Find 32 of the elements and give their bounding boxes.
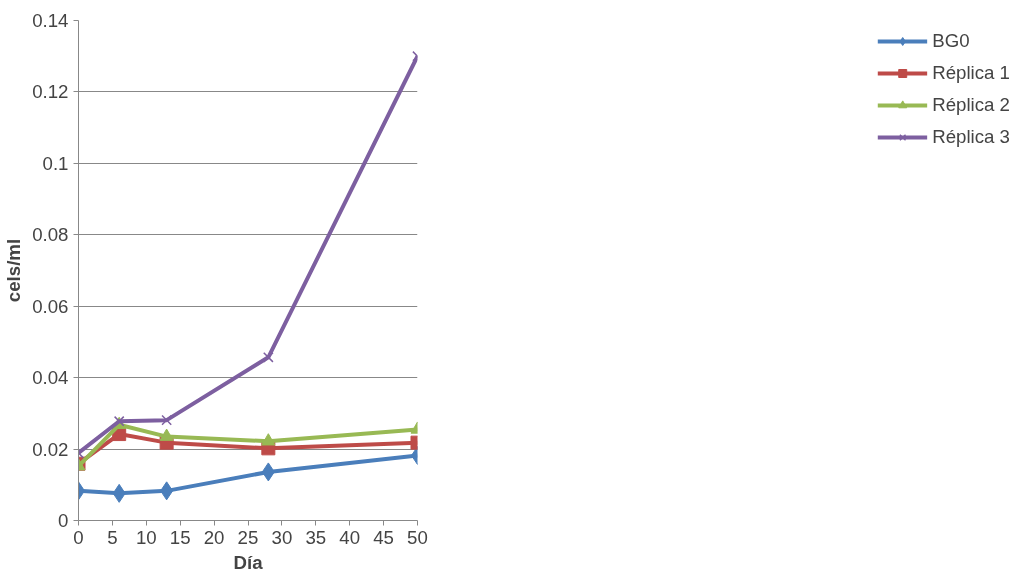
y-tick-label: 0.02: [32, 438, 69, 460]
y-axis-title: cels/ml: [3, 238, 25, 303]
x-tick-label: 10: [135, 526, 157, 548]
x-axis-title: Día: [233, 551, 264, 573]
x-tick-label: 45: [373, 526, 394, 548]
x-tick-label: 40: [339, 526, 361, 548]
x-tick-label: 20: [203, 526, 225, 548]
point: [159, 428, 174, 441]
y-tick-label: 0.08: [32, 224, 69, 246]
legend-label: Réplica 2: [932, 94, 1010, 116]
legend-label: Réplica 3: [932, 126, 1010, 148]
x-tick-label: 25: [237, 526, 259, 548]
x-tick-label: 0: [73, 526, 84, 548]
legend-label: BG0: [932, 30, 970, 52]
point: [262, 351, 274, 363]
point: [261, 462, 275, 482]
x-tick-label: 30: [271, 526, 293, 548]
y-tick-label: 0.06: [32, 295, 69, 317]
x-tick-label: 15: [169, 526, 191, 548]
point: [160, 481, 174, 501]
y-tick-label: 0.14: [32, 10, 69, 31]
y-tick-label: 0.1: [42, 152, 69, 174]
x-tick-label: 50: [407, 526, 428, 548]
x-tick-label: 5: [107, 526, 118, 548]
point: [112, 483, 126, 503]
point: [161, 414, 172, 426]
point: [261, 433, 276, 446]
x-tick-label: 35: [305, 526, 327, 548]
y-tick-label: 0: [58, 510, 69, 531]
y-tick-label: 0.04: [32, 367, 69, 389]
y-tick-label: 0.12: [32, 81, 69, 103]
legend-label: Réplica 1: [932, 62, 1010, 84]
